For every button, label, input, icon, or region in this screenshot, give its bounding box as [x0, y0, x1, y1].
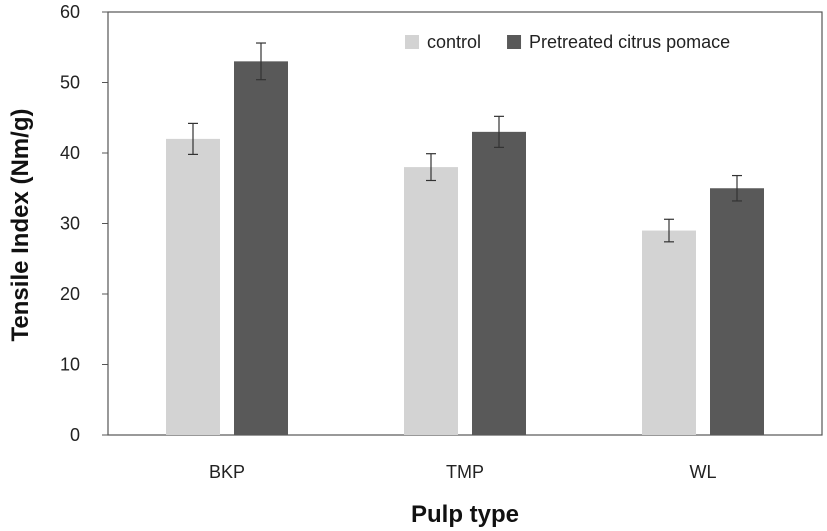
x-tick-label: WL	[690, 462, 717, 482]
bar	[642, 230, 696, 435]
x-axis-title: Pulp type	[411, 501, 519, 528]
bar	[166, 138, 220, 435]
y-axis-title: Tensile Index (Nm/g)	[7, 109, 34, 342]
y-tick-label: 20	[60, 284, 80, 304]
plot-area: 0 10 20 30 40 50 60 BKP TMP WL	[60, 2, 823, 482]
y-tick-label: 50	[60, 73, 80, 93]
legend-label: control	[427, 32, 481, 52]
legend-swatch	[405, 35, 419, 49]
legend: control Pretreated citrus pomace	[405, 32, 730, 52]
bar	[710, 188, 764, 435]
bar	[234, 61, 288, 435]
y-tick-label: 60	[60, 2, 80, 22]
legend-label: Pretreated citrus pomace	[529, 32, 730, 52]
y-tick-label: 10	[60, 355, 80, 375]
x-tick-label: BKP	[209, 462, 245, 482]
y-tick-label: 40	[60, 143, 80, 163]
legend-swatch	[507, 35, 522, 49]
x-tick-label: TMP	[446, 462, 484, 482]
y-tick-label: 30	[60, 214, 80, 234]
bar	[404, 167, 458, 435]
bar	[472, 131, 526, 435]
y-tick-label: 0	[70, 425, 80, 445]
